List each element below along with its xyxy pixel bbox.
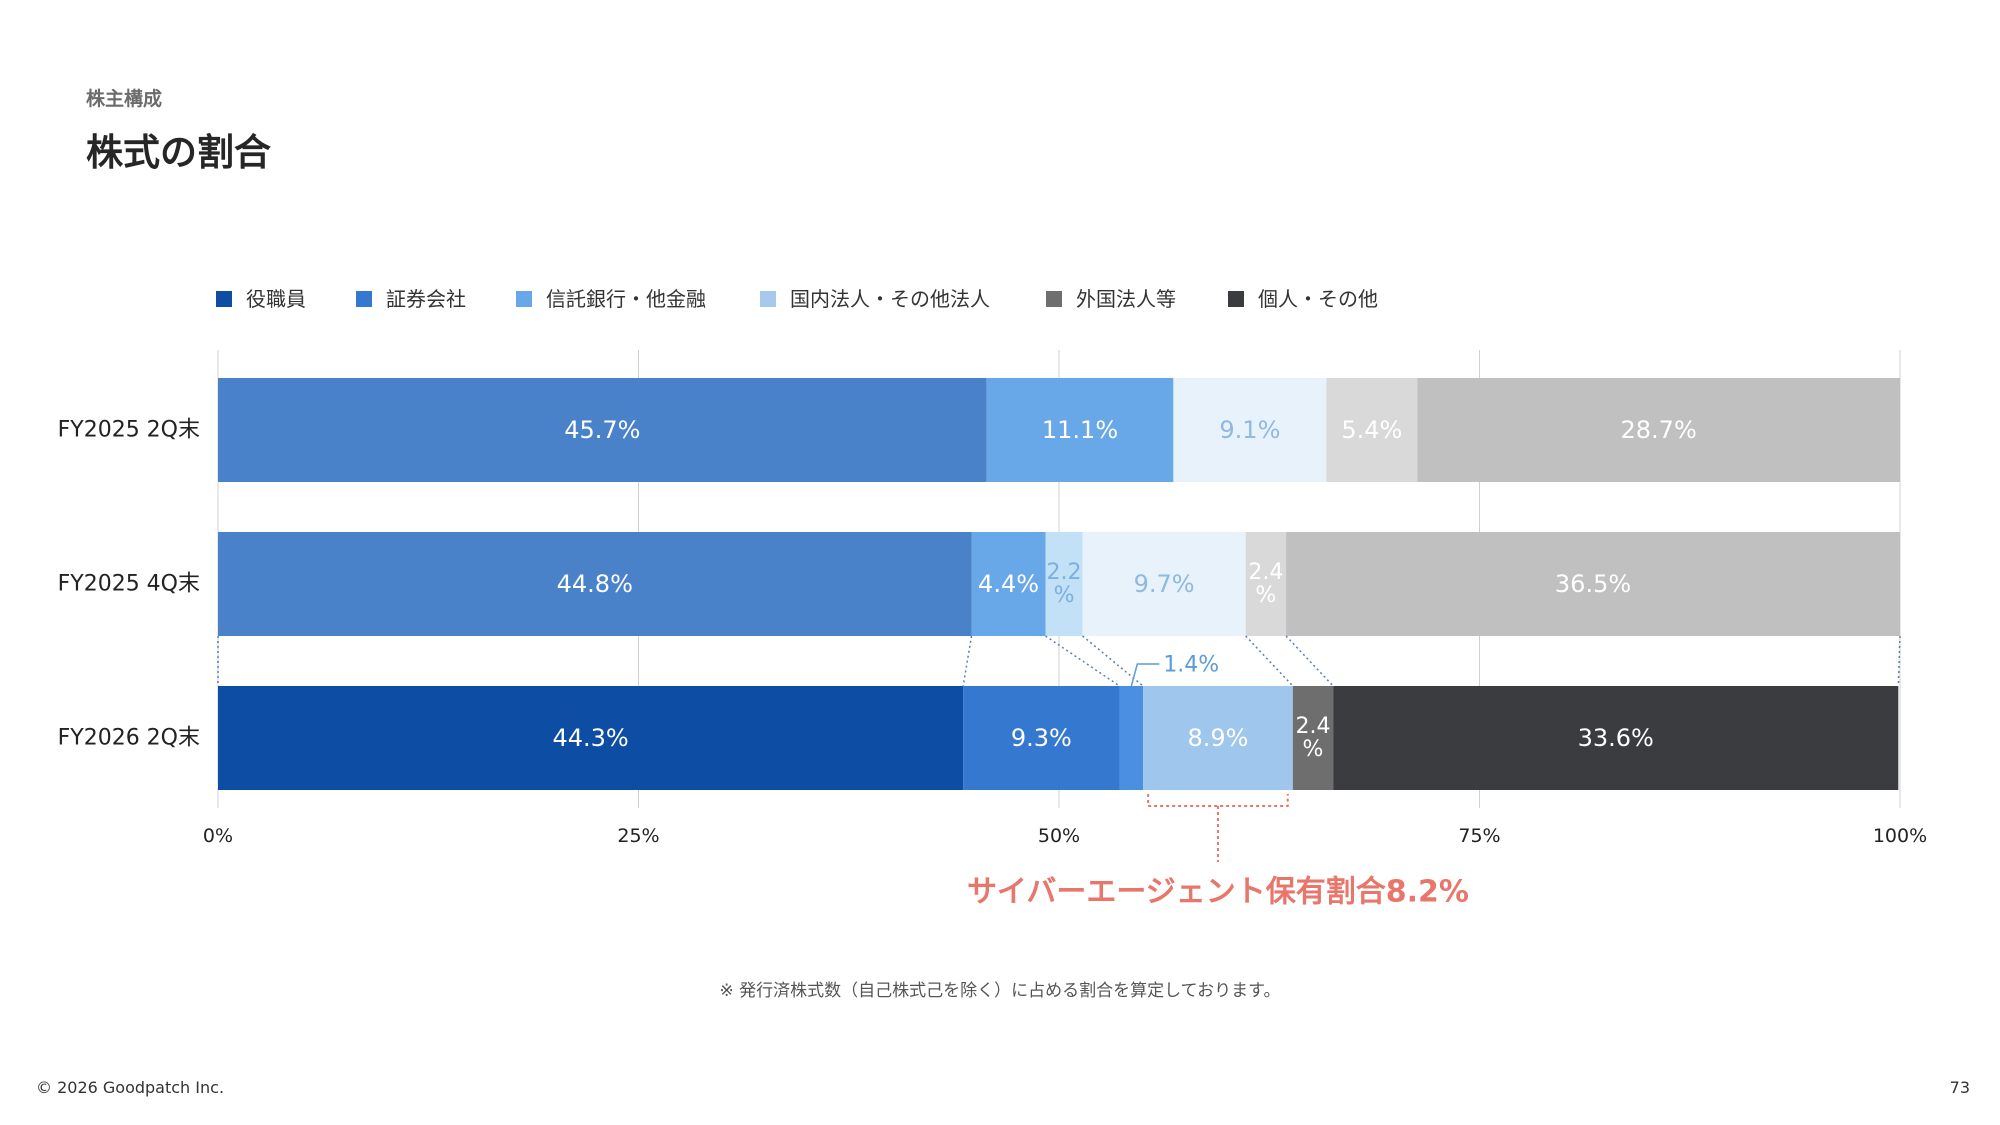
data-label: 2.4% [1248,560,1283,608]
bar-segment [1082,532,1246,636]
data-label: 9.1% [1219,416,1280,444]
bar-segment [1417,378,1900,482]
footnote: ※ 発行済株式数（自己株式己を除く）に占める割合を算定しております。 [719,981,1281,1001]
data-label: 8.9% [1187,724,1248,752]
bar-segment [1333,686,1899,790]
legend-label: 信託銀行・他金融 [546,287,706,311]
callout-label: 1.4% [1163,653,1219,678]
legend-swatch [216,291,232,307]
page-title: 株式の割合 [86,131,271,174]
data-label: 2.2% [1047,560,1082,608]
data-label: 45.7% [564,416,640,444]
bar-segment [1119,686,1144,790]
data-label: 33.6% [1578,724,1654,752]
bar-segment [1326,378,1418,482]
connector-line [1045,635,1120,687]
bar-segment [1173,378,1327,482]
legend-label: 国内法人・その他法人 [790,287,990,311]
data-label: 36.5% [1555,570,1631,598]
tick-label: 50% [1038,825,1080,847]
bar-segment [218,686,964,790]
bar-segment [1143,686,1293,790]
data-label: 2.4% [1295,714,1330,762]
bar-segment [218,532,972,636]
legend-label: 外国法人等 [1076,287,1176,311]
annotation-label: サイバーエージェント保有割合8.2% [967,875,1469,910]
data-label: 11.1% [1042,416,1118,444]
bar-segment [1245,532,1287,636]
legend-swatch [760,291,776,307]
data-label: 44.8% [557,570,633,598]
legend-label: 役職員 [246,287,306,311]
tick-label: 75% [1458,825,1500,847]
page-number: 73 [1949,1078,1970,1097]
legend-swatch [356,291,372,307]
connector-line [962,635,973,687]
legend-swatch [516,291,532,307]
row-label: FY2025 4Q末 [58,572,200,597]
legend-swatch [1228,291,1244,307]
tick-label: 100% [1873,825,1927,847]
data-label: 28.7% [1621,416,1697,444]
data-label: 5.4% [1341,416,1402,444]
legend-swatch [1046,291,1062,307]
bar-segment [218,378,987,482]
bar-segment [1292,686,1334,790]
legend-label: 証券会社 [386,287,466,311]
bar-segment [1045,532,1083,636]
row-label: FY2025 2Q末 [58,418,200,443]
callout-leader [1130,663,1160,687]
row-label: FY2026 2Q末 [58,726,200,751]
data-label: 9.7% [1134,570,1195,598]
stacked-bar-chart: 役職員 証券会社 信託銀行・他金融 国内法人・その他法人 外国法人等 個人・その他 45.7… [58,287,1928,910]
connector-line [1245,635,1294,687]
data-label: 44.3% [552,724,628,752]
connector-line [1897,635,1901,687]
tick-label: 0% [203,825,233,847]
data-label: 9.3% [1011,724,1072,752]
bar-segment [986,378,1174,482]
copyright: © 2026 Goodpatch Inc. [36,1078,225,1097]
bar-segment [963,686,1120,790]
legend-label: 個人・その他 [1258,287,1378,311]
section-eyebrow: 株主構成 [86,88,163,110]
annotation-bracket [1147,794,1289,807]
connector-line [1285,635,1334,687]
data-label: 4.4% [978,570,1039,598]
tick-label: 25% [617,825,659,847]
bar-segment [1286,532,1900,636]
bar-segment [971,532,1046,636]
